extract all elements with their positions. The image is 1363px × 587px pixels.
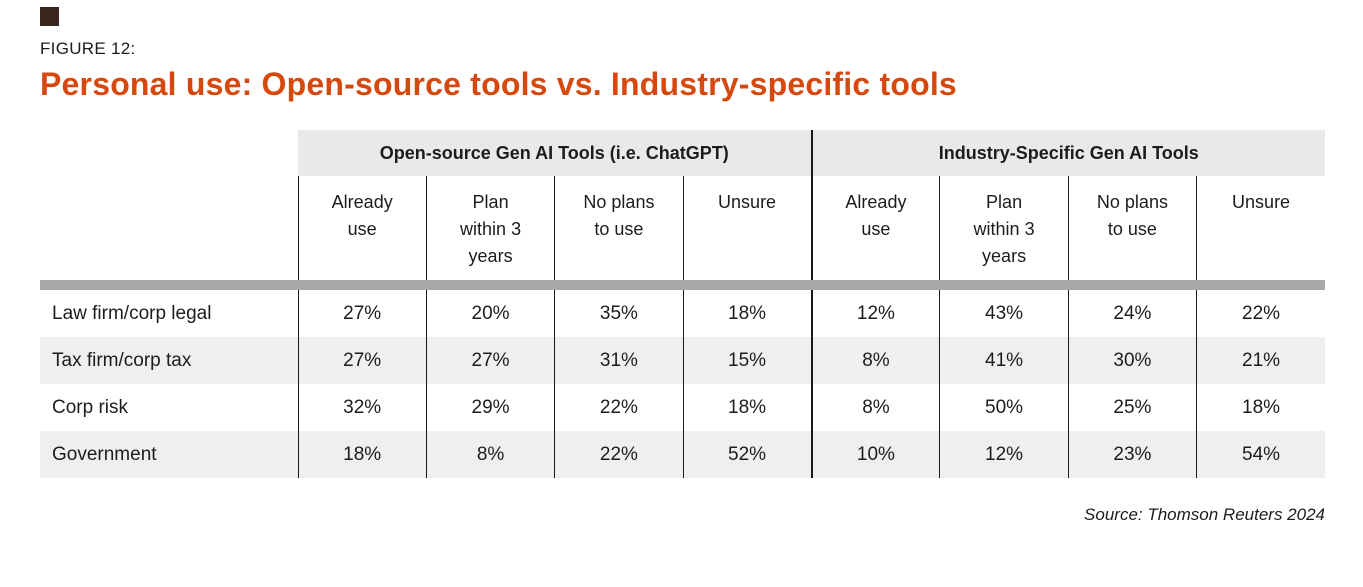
table-cell: 12% [810, 290, 940, 337]
table-cell: 32% [297, 384, 427, 431]
data-table: Open-source Gen AI Tools (i.e. ChatGPT) … [40, 130, 1325, 478]
col-header-os-no-plans: No plans to use [554, 176, 684, 280]
table-cell: 23% [1067, 431, 1197, 478]
table-cell: 8% [810, 384, 940, 431]
table-cell: 22% [554, 431, 684, 478]
row-label: Tax firm/corp tax [52, 349, 192, 371]
table-cell: 12% [939, 431, 1069, 478]
table-cell: 18% [682, 384, 812, 431]
table-cell: 35% [554, 290, 684, 337]
col-header-is-plan-3-years: Plan within 3 years [939, 176, 1069, 280]
row-label: Corp risk [52, 396, 129, 418]
thick-divider-bar [40, 280, 1325, 290]
table-cell: 31% [554, 337, 684, 384]
table-cell: 22% [1196, 290, 1325, 337]
table-cell: 41% [939, 337, 1069, 384]
figure-label: FIGURE 12: [40, 39, 136, 58]
row-label-header-blank [40, 176, 298, 280]
table-cell: 24% [1067, 290, 1197, 337]
table-cell: 20% [425, 290, 555, 337]
col-header-is-unsure: Unsure [1196, 176, 1325, 280]
page-title: Personal use: Open-source tools vs. Indu… [40, 66, 957, 102]
table-cell: 30% [1067, 337, 1197, 384]
table-row-government: Government 18% 8% 22% 52% 10% 12% 23% 54… [40, 431, 1325, 478]
table-cell: 27% [425, 337, 555, 384]
table-cell: 10% [810, 431, 940, 478]
table-cell: 50% [939, 384, 1069, 431]
group-header-open-source: Open-source Gen AI Tools (i.e. ChatGPT) [298, 130, 812, 176]
table-cell: 21% [1196, 337, 1325, 384]
table-cell: 18% [297, 431, 427, 478]
table-cell: 54% [1196, 431, 1325, 478]
group-header-row: Open-source Gen AI Tools (i.e. ChatGPT) … [40, 130, 1325, 176]
source-attribution: Source: Thomson Reuters 2024 [1084, 505, 1325, 524]
table-cell: 22% [554, 384, 684, 431]
col-header-is-no-plans: No plans to use [1067, 176, 1197, 280]
table-cell: 15% [682, 337, 812, 384]
table-cell: 18% [682, 290, 812, 337]
table-cell: 8% [425, 431, 555, 478]
row-label: Government [52, 443, 157, 465]
group-header-industry-specific: Industry-Specific Gen AI Tools [810, 130, 1325, 176]
table-cell: 8% [810, 337, 940, 384]
col-header-os-plan-3-years: Plan within 3 years [425, 176, 555, 280]
table-cell: 43% [939, 290, 1069, 337]
table-row-corp-risk: Corp risk 32% 29% 22% 18% 8% 50% 25% 18% [40, 384, 1325, 431]
col-header-is-already-use: Already use [810, 176, 940, 280]
table-cell: 27% [297, 337, 427, 384]
column-header-row: Already use Plan within 3 years No plans… [40, 176, 1325, 280]
brand-square-logo [40, 7, 59, 26]
table-cell: 25% [1067, 384, 1197, 431]
col-header-os-unsure: Unsure [682, 176, 812, 280]
table-row-law-firm: Law firm/corp legal 27% 20% 35% 18% 12% … [40, 290, 1325, 337]
table-cell: 29% [425, 384, 555, 431]
col-header-os-already-use: Already use [297, 176, 427, 280]
divider-bar [40, 280, 1325, 290]
table-cell: 27% [297, 290, 427, 337]
row-label: Law firm/corp legal [52, 302, 212, 324]
table-cell: 18% [1196, 384, 1325, 431]
table-cell: 52% [682, 431, 812, 478]
corner-blank-cell [40, 130, 298, 176]
table-row-tax-firm: Tax firm/corp tax 27% 27% 31% 15% 8% 41%… [40, 337, 1325, 384]
